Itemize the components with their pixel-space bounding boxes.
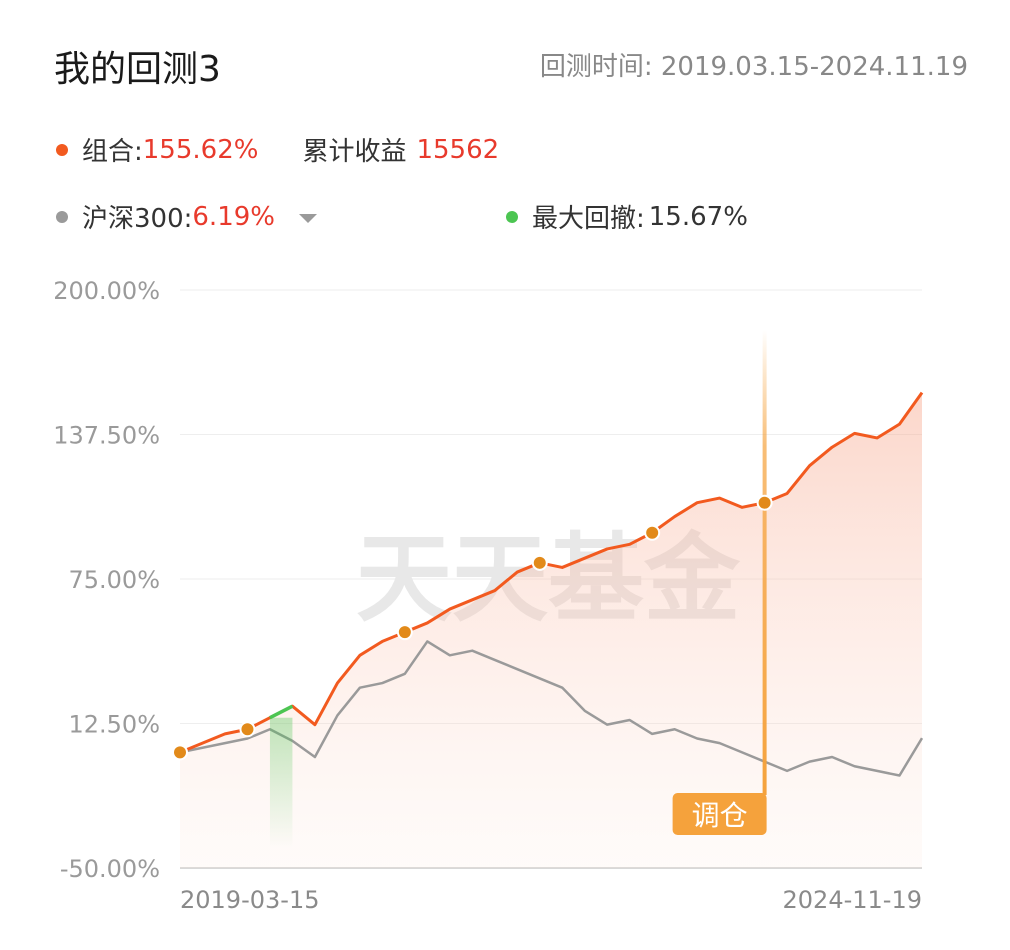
rebalance-point — [239, 721, 256, 738]
period-value: 2019.03.15-2024.11.19 — [660, 52, 968, 82]
y-tick-label: 12.50% — [68, 711, 160, 739]
rebalance-points — [172, 494, 773, 761]
rebalance-badge — [672, 793, 767, 835]
portfolio-line — [179, 391, 924, 754]
rebalance-point — [396, 624, 413, 641]
drawdown-line — [269, 704, 294, 720]
portfolio-series — [179, 391, 924, 754]
rebalance-line — [762, 330, 767, 795]
portfolio-return: 155.62% — [142, 134, 259, 165]
portfolio-dot-icon — [56, 143, 68, 156]
y-axis: 200.00% 137.50% 75.00% 12.50% -50.00% — [53, 277, 160, 883]
x-axis: 2019-03-15 2024-11-19 — [180, 886, 922, 914]
rebalance-marker[interactable]: 调仓 — [672, 330, 767, 835]
rebalance-point — [531, 554, 548, 571]
portfolio-label: 组合: — [82, 137, 143, 167]
rebalance-label: 调仓 — [692, 799, 748, 832]
benchmark-legend[interactable]: 沪深300: 6.19% — [56, 198, 317, 235]
x-tick-label: 2019-03-15 — [180, 886, 319, 914]
x-tick-label: 2024-11-19 — [783, 886, 922, 914]
drawdown-dot-icon — [506, 210, 518, 223]
drawdown-value: 15.67% — [648, 201, 748, 232]
rebalance-point — [172, 744, 188, 761]
drawdown-segment — [269, 704, 294, 848]
benchmark-label: 沪深300: — [82, 204, 193, 234]
rebalance-point — [644, 524, 661, 541]
benchmark-dot-icon — [56, 210, 68, 223]
rebalance-point — [756, 494, 773, 511]
cum-return-value: 15562 — [416, 134, 500, 165]
y-tick-label: -50.00% — [60, 855, 160, 883]
backtest-period: 回测时间: 2019.03.15-2024.11.19 — [540, 46, 968, 83]
cum-return-label: 累计收益 — [302, 137, 407, 167]
drawdown-legend: 最大回撤: 15.67% — [506, 198, 748, 235]
period-label: 回测时间: — [539, 52, 653, 82]
y-tick-label: 75.00% — [68, 566, 160, 594]
drawdown-label: 最大回撤: — [532, 204, 645, 234]
page-title: 我的回测3 — [54, 49, 221, 90]
benchmark-dropdown-icon[interactable] — [299, 214, 317, 223]
drawdown-shade — [269, 717, 293, 848]
benchmark-line — [179, 640, 924, 777]
y-tick-label: 137.50% — [53, 422, 160, 450]
benchmark-series — [179, 640, 924, 777]
portfolio-legend: 组合: 155.62% 累计收益 15562 — [56, 131, 499, 168]
benchmark-return: 6.19% — [192, 201, 275, 232]
y-tick-label: 200.00% — [53, 277, 160, 305]
